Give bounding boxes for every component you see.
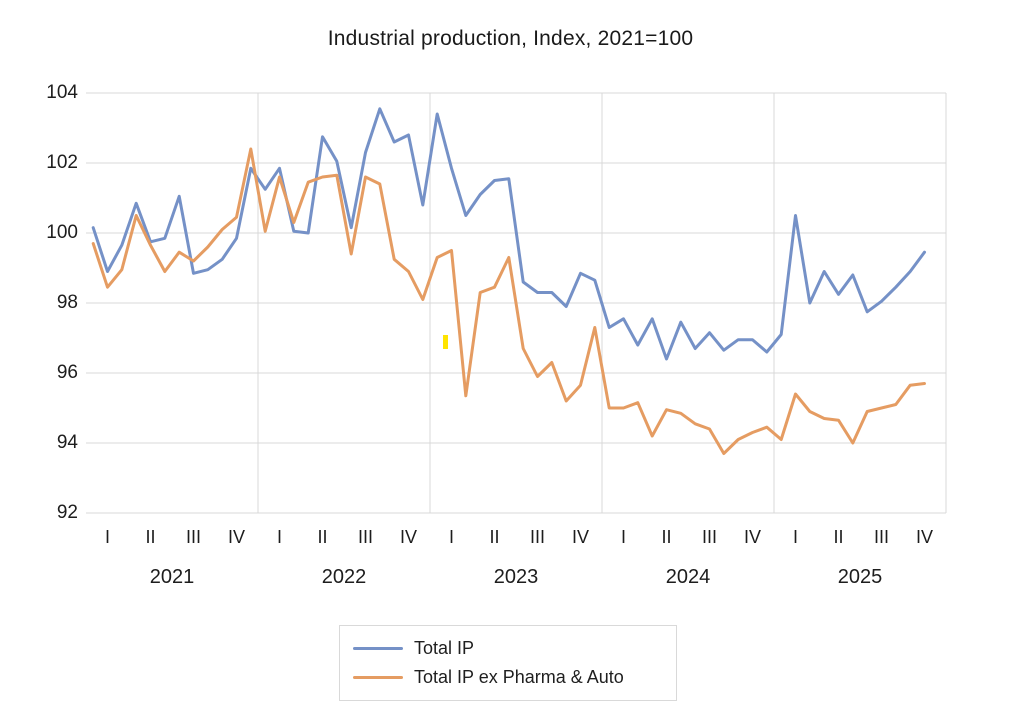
y-axis-tick-label: 98 bbox=[56, 292, 78, 313]
x-axis-year-label: 2021 bbox=[149, 566, 195, 588]
x-axis-quarter-label: II bbox=[833, 527, 844, 547]
legend-line-swatch-total-ip bbox=[353, 647, 403, 651]
x-axis-quarter-label: II bbox=[317, 527, 328, 547]
x-axis-quarter-label: II bbox=[145, 527, 156, 547]
x-axis-year-label: 2023 bbox=[493, 566, 539, 588]
x-axis-quarter-label: I bbox=[792, 527, 798, 547]
x-axis-quarter-label: I bbox=[104, 527, 110, 547]
legend-item-total-ip-ex-pharma-auto: Total IP ex Pharma & Auto bbox=[353, 667, 676, 688]
x-axis-quarter-label: III bbox=[185, 527, 201, 547]
y-axis-tick-label: 94 bbox=[56, 432, 78, 453]
x-axis-year-label: 2025 bbox=[837, 566, 883, 588]
y-axis-tick-label: 96 bbox=[56, 362, 78, 383]
x-axis-year-label: 2024 bbox=[665, 566, 711, 588]
x-axis-quarter-label: II bbox=[661, 527, 672, 547]
x-axis-quarter-label: IV bbox=[743, 527, 761, 547]
yellow-artifact-mark bbox=[443, 335, 448, 349]
x-axis-quarter-label: I bbox=[276, 527, 282, 547]
x-axis-quarter-label: II bbox=[489, 527, 500, 547]
series-line-total-ip bbox=[91, 107, 926, 361]
legend-item-total-ip: Total IP bbox=[353, 638, 676, 659]
y-axis-tick-label: 104 bbox=[46, 82, 78, 103]
x-axis-quarter-label: III bbox=[873, 527, 889, 547]
x-axis-quarter-label: I bbox=[620, 527, 626, 547]
series-line-total-ip-ex-pharma-auto bbox=[91, 147, 926, 455]
y-axis-tick-label: 102 bbox=[46, 152, 78, 173]
x-axis-quarter-label: IV bbox=[571, 527, 589, 547]
x-axis-quarter-label: IV bbox=[399, 527, 417, 547]
x-axis-year-label: 2022 bbox=[321, 566, 367, 588]
x-axis-quarter-label: III bbox=[529, 527, 545, 547]
x-axis-quarter-label: III bbox=[357, 527, 373, 547]
legend-line-swatch-total-ip-ex-pharma-auto bbox=[353, 675, 403, 679]
y-axis-tick-label: 92 bbox=[56, 502, 78, 523]
legend-label-total-ip-ex-pharma-auto: Total IP ex Pharma & Auto bbox=[414, 666, 624, 687]
chart-title: Industrial production, Index, 2021=100 bbox=[327, 27, 694, 50]
x-axis-quarter-label: III bbox=[701, 527, 717, 547]
x-axis-quarter-label: IV bbox=[227, 527, 245, 547]
chart-legend: Total IP Total IP ex Pharma & Auto bbox=[339, 625, 677, 701]
x-axis-quarter-label: IV bbox=[915, 527, 933, 547]
x-axis-quarter-label: I bbox=[448, 527, 454, 547]
y-axis-tick-label: 100 bbox=[46, 222, 78, 243]
legend-label-total-ip: Total IP bbox=[414, 638, 475, 659]
